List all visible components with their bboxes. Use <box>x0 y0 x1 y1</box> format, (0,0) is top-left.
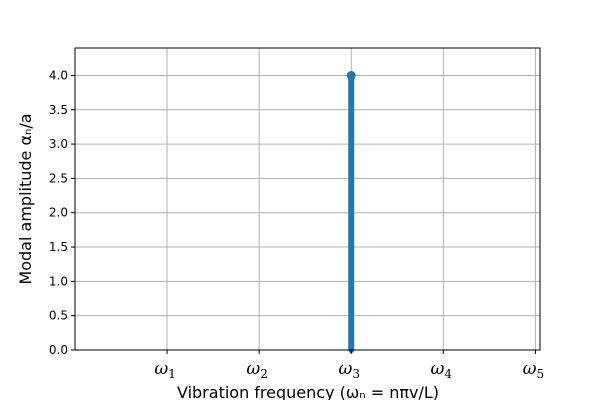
y-tick-label: 0.0 <box>49 343 68 357</box>
y-tick-label: 1.0 <box>49 274 68 288</box>
plot-frame <box>74 47 541 351</box>
x-tick-label: ω3 <box>338 359 360 381</box>
y-tick-label: 4.0 <box>49 68 68 82</box>
x-tick-label: ω2 <box>246 359 268 381</box>
y-tick-label: 0.5 <box>49 309 68 323</box>
x-tick-label: ω1 <box>154 359 176 381</box>
y-tick-label: 3.0 <box>49 137 68 151</box>
grid <box>75 48 540 351</box>
x-axis-label: Vibration frequency (ωₙ = nπv/L) <box>177 383 439 400</box>
y-axis-ticks: 0.0 0.5 1.0 1.5 2.0 2.5 3.0 3.5 4.0 <box>49 68 75 357</box>
x-tick-label: ω5 <box>523 359 545 381</box>
y-tick-label: 3.5 <box>49 103 68 117</box>
x-axis-ticks: ω1 ω2 ω3 ω4 ω5 <box>154 350 544 381</box>
y-tick-label: 2.0 <box>49 206 68 220</box>
y-axis-label: Modal amplitude αₙ/a <box>16 113 35 284</box>
stem-marker <box>346 70 356 80</box>
x-tick-label: ω4 <box>431 359 453 381</box>
y-tick-label: 1.5 <box>49 240 68 254</box>
y-tick-label: 2.5 <box>49 171 68 185</box>
stem-series <box>346 70 356 353</box>
